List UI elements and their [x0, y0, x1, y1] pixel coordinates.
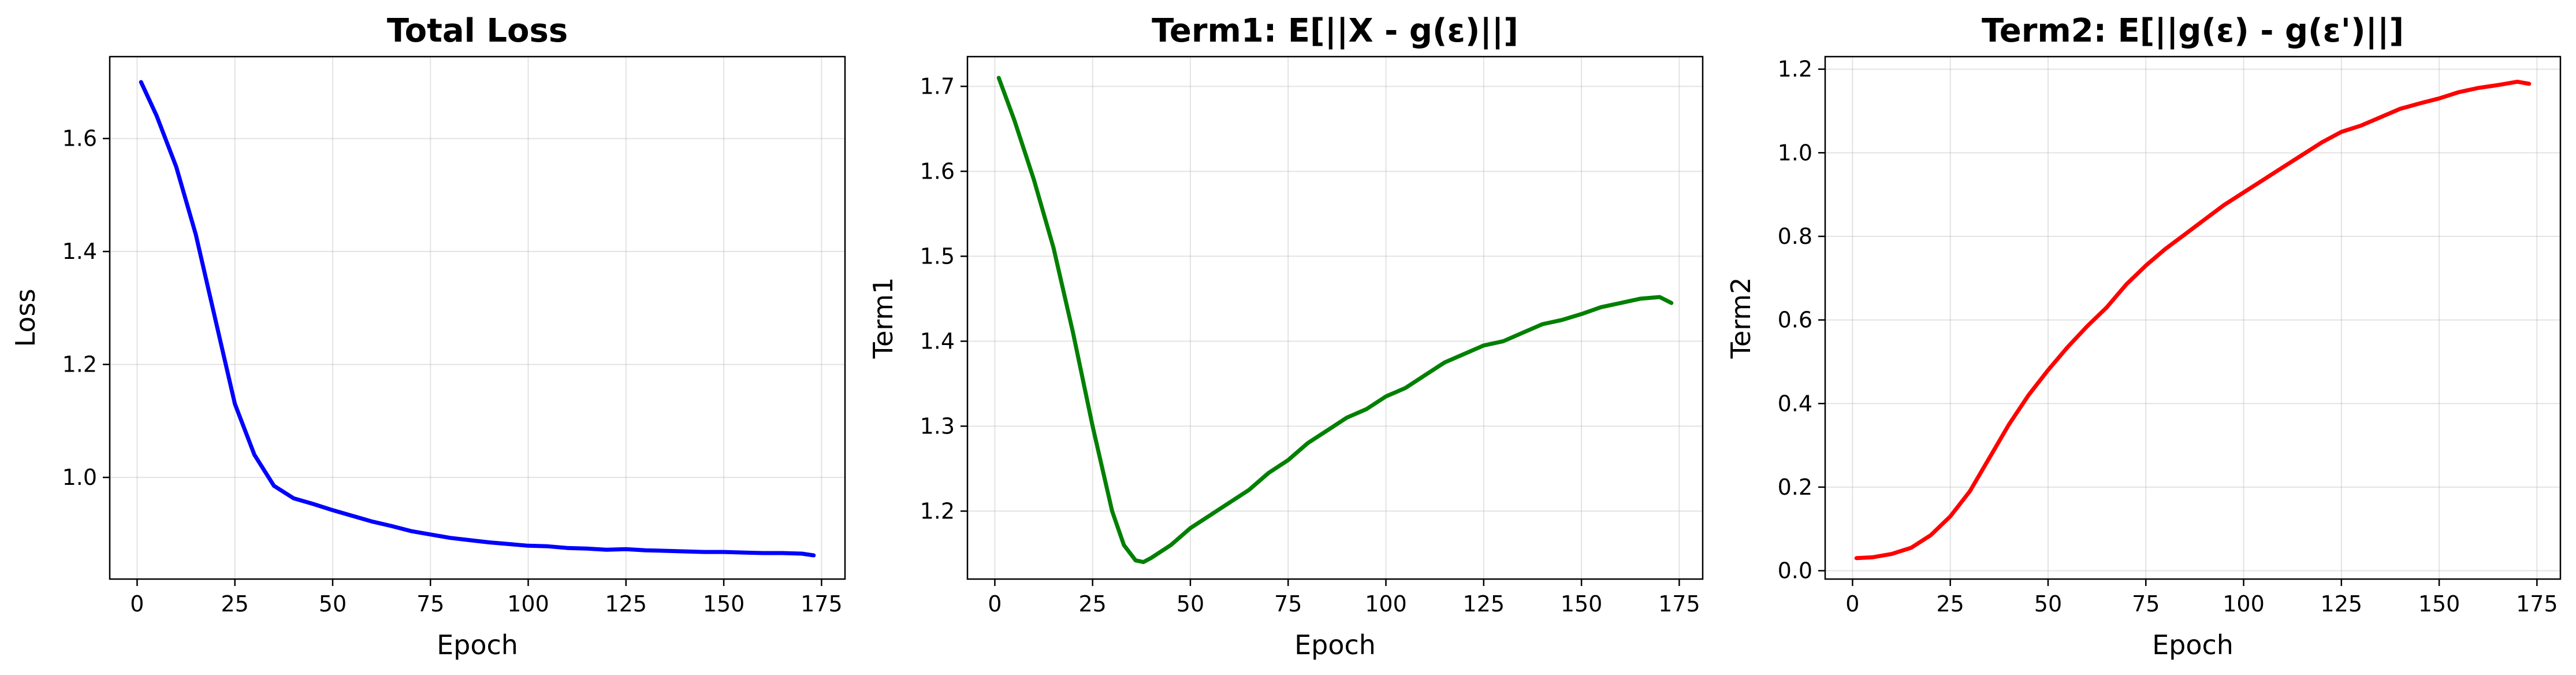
- y-tick-label: 0.2: [1778, 474, 1812, 500]
- plot-area-frame: [966, 55, 1704, 580]
- x-tick-label: 75: [1274, 591, 1302, 617]
- y-tick-label: 1.6: [920, 158, 955, 184]
- chart-title: Total Loss: [387, 12, 568, 50]
- x-tick-label: 0: [988, 591, 1002, 617]
- y-axis-label: Term2: [1725, 277, 1756, 359]
- series-line: [996, 76, 1674, 565]
- x-tick-label: 125: [1463, 591, 1505, 617]
- y-tick-label: 1.3: [920, 413, 955, 439]
- x-tick-label: 175: [1658, 591, 1700, 617]
- x-tick-label: 175: [2516, 591, 2558, 617]
- plot-area-frame: [109, 55, 846, 580]
- x-axis-label: Epoch: [1294, 629, 1376, 661]
- y-tick-label: 1.2: [920, 498, 955, 524]
- x-tick-label: 125: [605, 591, 647, 617]
- x-tick-label: 100: [2223, 591, 2265, 617]
- y-axis-label: Loss: [10, 289, 41, 347]
- plot-area-frame: [1824, 55, 2562, 580]
- subplot-total-loss: Total Loss Epoch Loss 0 25 50 75 100 125…: [10, 12, 846, 661]
- y-axis-label: Term1: [868, 277, 899, 359]
- chart-title: Term2: E[||g(ε) - g(ε')||]: [1982, 12, 2404, 50]
- y-tick-label: 0.8: [1778, 224, 1812, 249]
- y-tick-label: 1.4: [62, 239, 97, 264]
- subplot-term1: Term1: E[||X - g(ε)||] Epoch Term1 0 25 …: [868, 12, 1704, 661]
- x-tick-label: 125: [2321, 591, 2363, 617]
- x-tick-label: 150: [2418, 591, 2460, 617]
- x-tick-label: 50: [2034, 591, 2062, 617]
- y-tick-label: 0.0: [1778, 558, 1812, 584]
- y-tick-label: 1.0: [62, 465, 97, 490]
- series-line: [1854, 79, 2532, 561]
- y-tick-label: 0.4: [1778, 391, 1812, 416]
- y-tick-label: 1.2: [1778, 57, 1812, 82]
- series-line: [139, 80, 816, 558]
- y-tick-label: 1.0: [1778, 140, 1812, 165]
- x-tick-label: 100: [507, 591, 549, 617]
- x-tick-label: 75: [2132, 591, 2160, 617]
- x-tick-label: 150: [1561, 591, 1603, 617]
- x-axis-label: Epoch: [2152, 629, 2233, 661]
- x-axis-label: Epoch: [437, 629, 518, 661]
- x-tick-label: 75: [416, 591, 444, 617]
- x-tick-label: 50: [319, 591, 347, 617]
- y-tick-label: 1.2: [62, 352, 97, 377]
- y-tick-label: 0.6: [1778, 307, 1812, 333]
- x-tick-label: 25: [221, 591, 249, 617]
- x-tick-label: 25: [1937, 591, 1964, 617]
- x-tick-label: 150: [703, 591, 745, 617]
- chart-title: Term1: E[||X - g(ε)||]: [1152, 12, 1518, 50]
- x-tick-label: 0: [130, 591, 144, 617]
- y-tick-label: 1.5: [920, 243, 955, 269]
- y-tick-label: 1.6: [62, 126, 97, 151]
- subplot-term2: Term2: E[||g(ε) - g(ε')||] Epoch Term2 0…: [1725, 12, 2562, 661]
- x-tick-label: 50: [1177, 591, 1204, 617]
- x-tick-label: 0: [1845, 591, 1859, 617]
- y-tick-label: 1.4: [920, 328, 955, 354]
- x-tick-label: 100: [1365, 591, 1407, 617]
- x-tick-label: 175: [801, 591, 843, 617]
- x-tick-label: 25: [1079, 591, 1107, 617]
- y-tick-label: 1.7: [920, 73, 955, 99]
